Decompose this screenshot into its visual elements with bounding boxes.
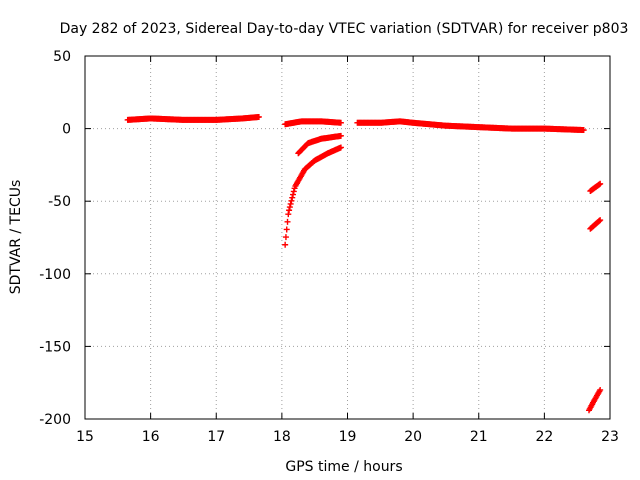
grid-lines bbox=[85, 56, 610, 419]
series-arc-4 bbox=[282, 144, 344, 248]
data-point bbox=[597, 180, 604, 187]
y-tick-label: 50 bbox=[53, 49, 71, 65]
series-arc-3 bbox=[295, 132, 344, 157]
data-point bbox=[255, 113, 262, 120]
y-tick-label: -100 bbox=[39, 267, 71, 283]
data-point bbox=[284, 218, 291, 225]
x-tick-label: 16 bbox=[142, 429, 160, 445]
x-axis-label: GPS time / hours bbox=[285, 459, 402, 475]
data-point bbox=[282, 234, 289, 241]
data-point bbox=[286, 207, 293, 214]
series-arc-2 bbox=[282, 118, 344, 128]
y-tick-label: -200 bbox=[39, 412, 71, 428]
x-tick-label: 17 bbox=[207, 429, 225, 445]
series-arc-6 bbox=[587, 180, 604, 195]
chart-title: Day 282 of 2023, Sidereal Day-to-day VTE… bbox=[60, 21, 629, 37]
y-tick-label: -150 bbox=[39, 339, 71, 355]
series-arc-5 bbox=[354, 118, 587, 134]
data-point bbox=[597, 386, 604, 393]
data-point bbox=[283, 226, 290, 233]
data-point bbox=[285, 211, 292, 218]
data-points bbox=[124, 113, 604, 414]
series-arc-7 bbox=[587, 217, 604, 232]
x-tick-label: 20 bbox=[404, 429, 422, 445]
data-point bbox=[337, 119, 344, 126]
data-point bbox=[580, 127, 587, 134]
data-point bbox=[287, 200, 294, 207]
y-axis-label: SDTVAR / TECUs bbox=[8, 180, 24, 295]
data-point bbox=[337, 144, 344, 151]
series-arc-8 bbox=[586, 386, 604, 414]
x-tick-label: 19 bbox=[339, 429, 357, 445]
y-tick-label: -50 bbox=[48, 194, 71, 210]
data-point bbox=[289, 194, 296, 201]
x-tick-label: 21 bbox=[470, 429, 488, 445]
y-tick-label: 0 bbox=[62, 122, 71, 138]
x-tick-label: 23 bbox=[601, 429, 619, 445]
data-point bbox=[282, 241, 289, 248]
data-point bbox=[597, 217, 604, 224]
x-tick-label: 15 bbox=[76, 429, 94, 445]
data-point bbox=[290, 188, 297, 195]
x-tick-label: 22 bbox=[535, 429, 553, 445]
data-point bbox=[288, 197, 295, 204]
data-point bbox=[337, 132, 344, 139]
axis-ticks: 15 16 17 18 19 20 21 22 23 50 0 -50 -100 -150 -200 bbox=[39, 49, 619, 445]
series-arc-1 bbox=[124, 113, 262, 123]
data-point bbox=[286, 204, 293, 211]
data-point bbox=[290, 191, 297, 198]
x-tick-label: 18 bbox=[273, 429, 291, 445]
